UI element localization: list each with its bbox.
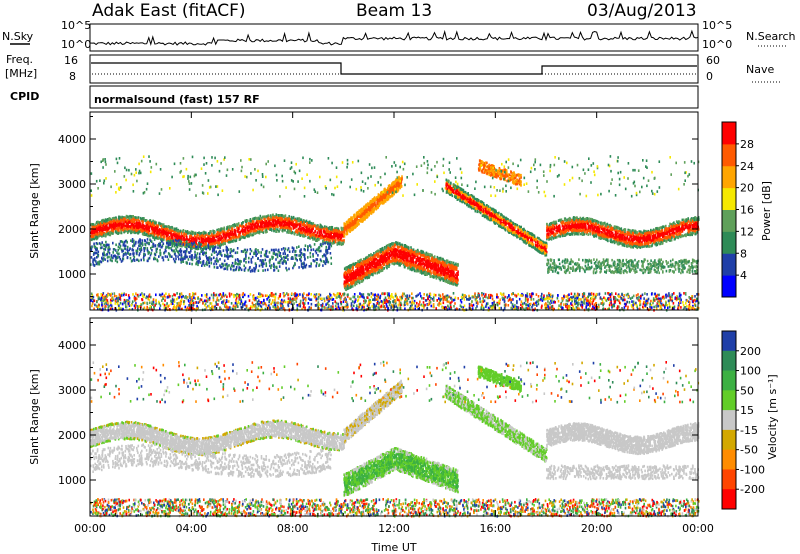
velocity-cbar-tick: -100: [740, 463, 765, 476]
freq-hi: 16: [64, 54, 78, 67]
ytick-label: 3000: [58, 384, 86, 397]
velocity-colorbar: 200 100 50 15 -15 -50 -100 -200: [722, 331, 765, 510]
ytick-label: 3000: [58, 178, 86, 191]
nave-label: Nave: [746, 63, 774, 76]
ytick-label: 4000: [58, 133, 86, 146]
nsky-line: [90, 31, 698, 45]
nave-hi: 60: [706, 54, 720, 67]
xtick-label: 04:00: [175, 522, 207, 535]
ytick-label: 1000: [58, 474, 86, 487]
velocity-cbar-tick: -50: [740, 444, 758, 457]
power-cbar-tick: 24: [740, 160, 754, 173]
date-title: 03/Aug/2013: [587, 1, 697, 21]
beam-title: Beam 13: [356, 1, 432, 21]
freq-panel: [90, 55, 698, 83]
nsky-hi: 10^5: [61, 19, 91, 32]
xaxis-label: Time UT: [370, 541, 416, 554]
velocity-cbar-label: Velocity [m s⁻¹]: [766, 374, 779, 459]
power-cbar-tick: 16: [740, 204, 754, 217]
cpid-label: CPID: [10, 90, 39, 103]
power-cbar-tick: 12: [740, 225, 754, 238]
velocity-cbar-tick: 200: [740, 345, 761, 358]
power-ylabel: Slant Range [km]: [28, 163, 41, 259]
freq-label-b: [MHz]: [5, 67, 37, 80]
nave-lo: 0: [706, 70, 713, 83]
freq-lo: 8: [69, 70, 76, 83]
ytick-label: 2000: [58, 429, 86, 442]
power-cbar-tick: 28: [740, 138, 754, 151]
velocity-cbar-tick: -15: [740, 424, 758, 437]
power-cbar-tick: 8: [740, 247, 747, 260]
nsky-trace: [90, 31, 698, 45]
power-cbar-label: Power [dB]: [760, 181, 773, 241]
power-cbar-tick: 20: [740, 182, 754, 195]
radar-title: Adak East (fitACF): [92, 1, 246, 21]
velocity-cbar-tick: 100: [740, 365, 761, 378]
xtick-label: 20:00: [581, 522, 613, 535]
xtick-label: 00:00: [682, 522, 714, 535]
nsearch-lo: 10^0: [702, 38, 732, 51]
rti-figure: Adak East (fitACF) Beam 13 03/Aug/2013 N…: [0, 0, 800, 554]
velocity-cbar-tick: 15: [740, 404, 754, 417]
xtick-label: 00:00: [74, 522, 106, 535]
velocity-panel: [90, 318, 698, 516]
cpid-text: normalsound (fast) 157 RF: [94, 93, 260, 106]
nsearch-label: N.Search: [746, 30, 796, 43]
velocity-ylabel: Slant Range [km]: [28, 369, 41, 465]
velocity-cbar-tick: 50: [740, 384, 754, 397]
xtick-label: 12:00: [378, 522, 410, 535]
freq-trace: [91, 63, 697, 74]
power-cbar-tick: 4: [740, 269, 747, 282]
nsearch-hi: 10^5: [702, 19, 732, 32]
xtick-label: 08:00: [277, 522, 309, 535]
nsky-lo: 10^0: [61, 38, 91, 51]
ytick-label: 4000: [58, 339, 86, 352]
ytick-label: 2000: [58, 223, 86, 236]
velocity-cbar-tick: -200: [740, 483, 765, 496]
power-panel: [90, 112, 698, 310]
xtick-label: 16:00: [479, 522, 511, 535]
power-colorbar: 4 8 12 16 20 24 28: [722, 122, 754, 298]
nsky-label: N.Sky: [2, 30, 34, 43]
freq-label-a: Freq.: [6, 53, 33, 66]
ytick-label: 1000: [58, 268, 86, 281]
